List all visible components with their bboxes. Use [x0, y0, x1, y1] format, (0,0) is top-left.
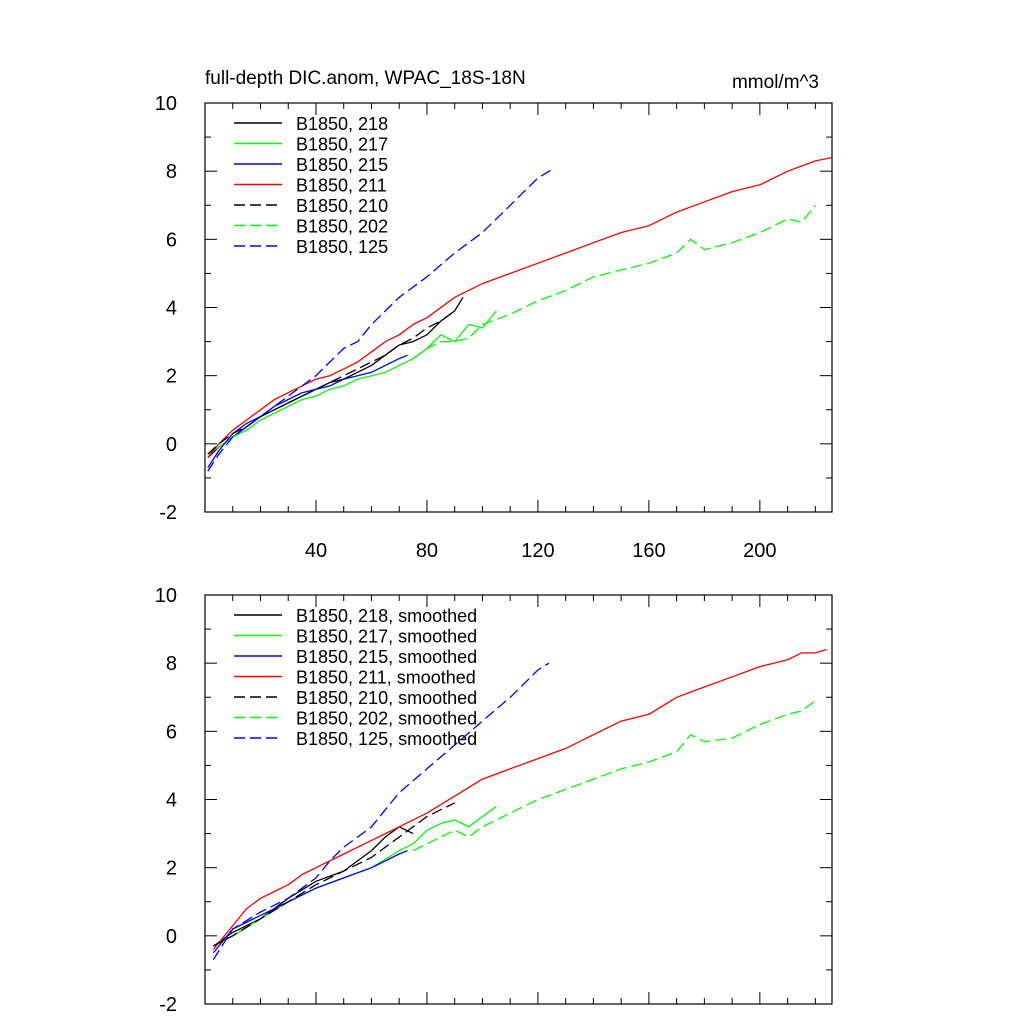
- series-line: [212, 648, 827, 950]
- series-line: [207, 310, 497, 455]
- x-tick-label: 200: [743, 540, 776, 562]
- y-tick-label: 4: [166, 298, 177, 320]
- x-tick-label: 120: [521, 540, 554, 562]
- y-tick-label: 0: [166, 926, 177, 948]
- y-tick-label: 8: [166, 161, 177, 183]
- legend-label: B1850, 215: [296, 155, 388, 175]
- series-line: [212, 662, 550, 961]
- series-line: [412, 204, 816, 360]
- y-tick-label: 10: [155, 93, 177, 115]
- legend-label: B1850, 210: [296, 196, 388, 216]
- y-tick-label: 6: [166, 721, 177, 743]
- y-tick-label: 4: [166, 790, 177, 812]
- legend-label: B1850, 210, smoothed: [296, 688, 477, 708]
- top-panel: full-depth DIC.anom, WPAC_18S-18N mmol/m…: [155, 68, 833, 562]
- y-tick-label: 0: [166, 434, 177, 456]
- legend-label: B1850, 218, smoothed: [296, 606, 477, 626]
- series-line: [212, 805, 497, 947]
- units-label: mmol/m^3: [732, 72, 819, 93]
- legend-label: B1850, 218: [296, 114, 388, 134]
- legend-label: B1850, 217, smoothed: [296, 627, 477, 647]
- series-line: [212, 849, 408, 954]
- legend-label: B1850, 211, smoothed: [296, 668, 476, 688]
- series-line: [207, 296, 464, 458]
- x-tick-label: 80: [416, 540, 438, 562]
- y-tick-label: 8: [166, 653, 177, 675]
- y-tick-label: 6: [166, 229, 177, 251]
- x-tick-label: 160: [632, 540, 665, 562]
- series-line: [412, 700, 816, 852]
- legend-label: B1850, 215, smoothed: [296, 647, 477, 667]
- legend-label: B1850, 202, smoothed: [296, 709, 477, 729]
- x-tick-label: 40: [305, 540, 327, 562]
- series-line: [212, 826, 414, 947]
- legend-label: B1850, 211: [296, 176, 387, 196]
- series-line: [212, 802, 455, 947]
- y-tick-label: 10: [155, 585, 177, 607]
- series-line: [207, 156, 833, 458]
- chart-title: full-depth DIC.anom, WPAC_18S-18N: [205, 68, 526, 89]
- y-tick-label: -2: [159, 994, 177, 1016]
- legend-label: B1850, 202: [296, 217, 388, 237]
- y-tick-label: -2: [159, 502, 177, 524]
- series-line: [207, 354, 408, 469]
- legend-label: B1850, 125, smoothed: [296, 729, 477, 749]
- legend-label: B1850, 217: [296, 135, 388, 155]
- y-tick-label: 2: [166, 366, 177, 388]
- y-tick-label: 2: [166, 858, 177, 880]
- legend-label: B1850, 125: [296, 237, 388, 257]
- series-line: [207, 167, 555, 472]
